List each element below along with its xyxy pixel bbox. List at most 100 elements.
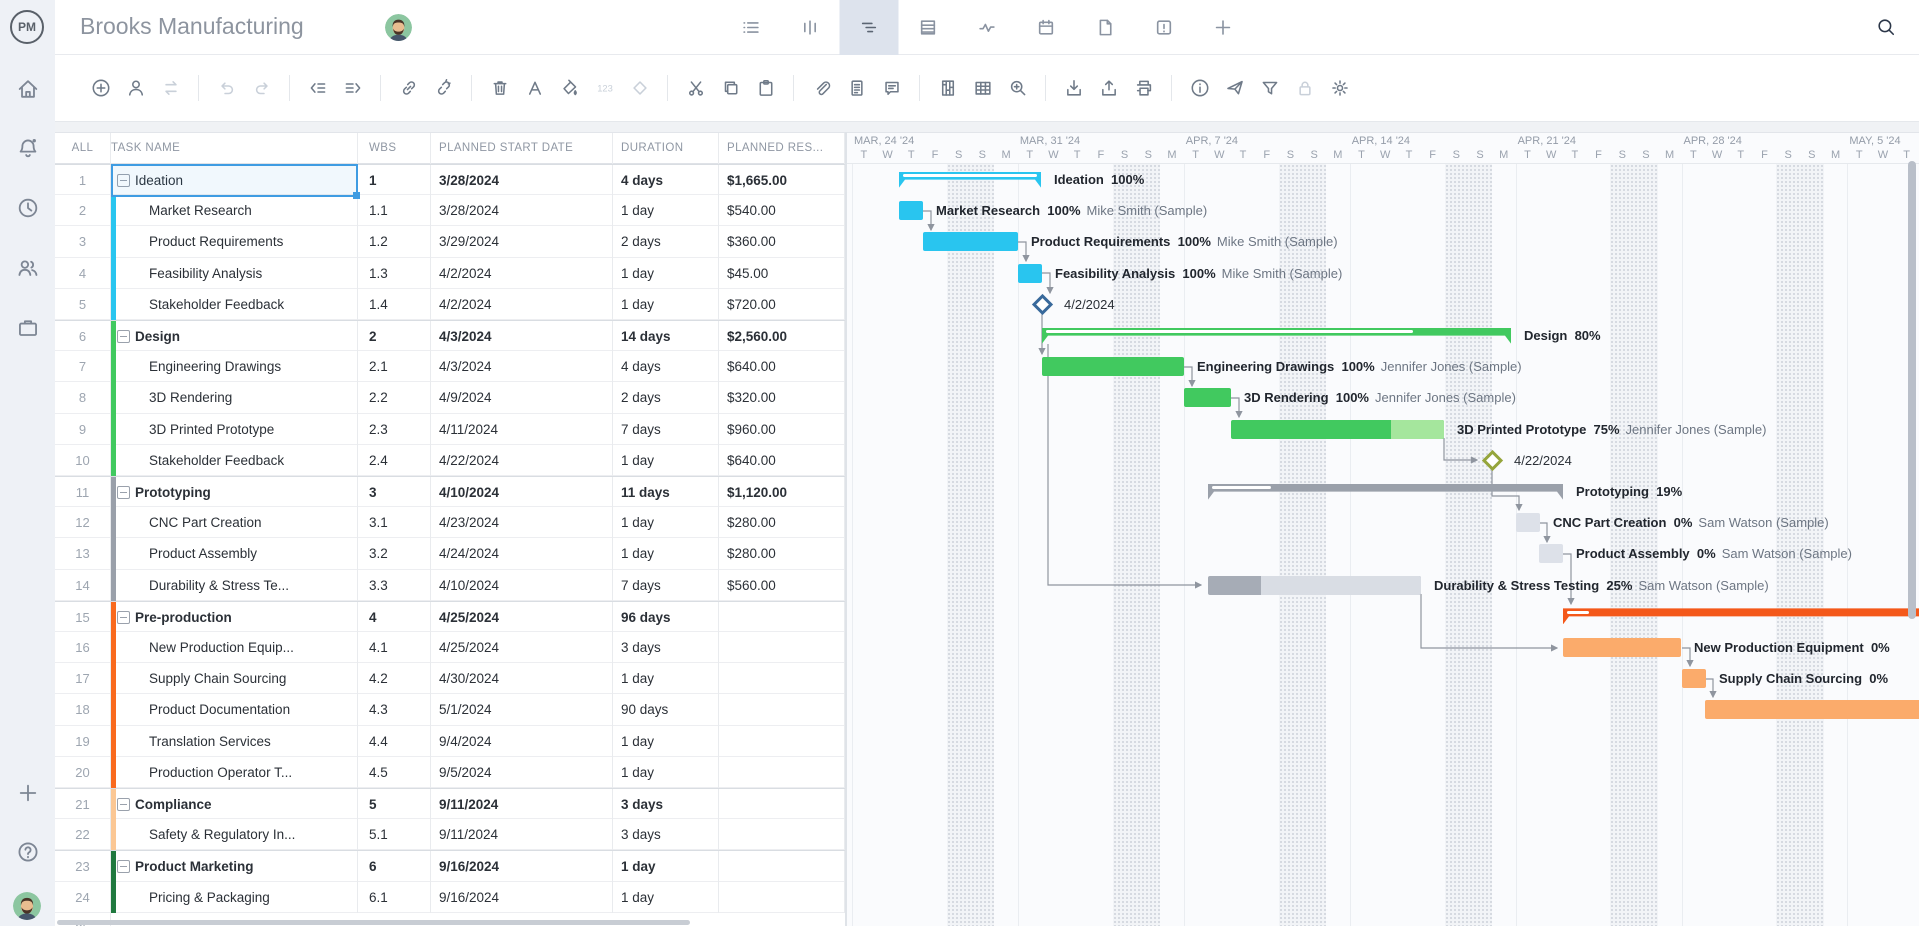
task-name-cell[interactable]: Design xyxy=(111,321,358,353)
res-cell[interactable]: $640.00 xyxy=(719,444,845,476)
res-cell[interactable] xyxy=(719,881,845,913)
tab-page-tab[interactable] xyxy=(1076,0,1135,55)
table-row[interactable]: 1 Ideation 1 3/28/2024 4 days $1,665.00 xyxy=(55,164,845,199)
wbs-cell[interactable]: 1.1 xyxy=(358,195,431,227)
sidebar-home-icon[interactable] xyxy=(15,76,41,102)
collapse-toggle[interactable] xyxy=(117,486,130,499)
sidebar-notifications-icon[interactable] xyxy=(15,135,41,161)
task-name-cell[interactable]: Feasibility Analysis xyxy=(111,257,358,289)
gantt-chart[interactable]: Ideation 100% Market Research 100% Mike Sm… xyxy=(847,164,1919,926)
task-name-cell[interactable]: Market Research xyxy=(111,195,358,227)
link-tasks-button[interactable] xyxy=(395,75,422,102)
dur-cell[interactable]: 3 days xyxy=(613,632,719,664)
wbs-cell[interactable]: 1 xyxy=(358,165,431,197)
res-cell[interactable]: $2,560.00 xyxy=(719,321,845,353)
res-cell[interactable] xyxy=(719,663,845,695)
res-cell[interactable] xyxy=(719,632,845,664)
dur-cell[interactable]: 14 days xyxy=(613,321,719,353)
gantt-task-bar[interactable] xyxy=(1208,575,1421,595)
table-row[interactable]: 20 Production Operator T... 4.5 9/5/2024 1 d… xyxy=(55,756,845,788)
sidebar-team-icon[interactable] xyxy=(15,255,41,281)
dur-cell[interactable]: 1 day xyxy=(613,444,719,476)
task-name-cell[interactable]: Compliance xyxy=(111,789,358,821)
table-row[interactable]: 7 Engineering Drawings 2.1 4/3/2024 4 days $6… xyxy=(55,351,845,383)
tab-calendar-tab[interactable] xyxy=(1017,0,1076,55)
tab-list-tab[interactable] xyxy=(722,0,781,55)
start-cell[interactable]: 4/2/2024 xyxy=(431,288,613,320)
column-header-task[interactable]: TASK NAME xyxy=(111,133,358,164)
start-cell[interactable]: 3/28/2024 xyxy=(431,195,613,227)
fill-color-button[interactable] xyxy=(556,75,583,102)
dur-cell[interactable]: 1 day xyxy=(613,851,719,883)
sidebar-recent-icon[interactable] xyxy=(15,195,41,221)
table-row[interactable]: 2 Market Research 1.1 3/28/2024 1 day $540.00 xyxy=(55,195,845,227)
dur-cell[interactable]: 2 days xyxy=(613,382,719,414)
dur-cell[interactable]: 1 day xyxy=(613,756,719,788)
wbs-cell[interactable]: 3.2 xyxy=(358,538,431,570)
sidebar-add-icon[interactable] xyxy=(15,780,41,806)
task-name-cell[interactable]: Product Assembly xyxy=(111,538,358,570)
outdent-button[interactable] xyxy=(304,75,331,102)
collapse-toggle[interactable] xyxy=(117,330,130,343)
tab-sheet-tab[interactable] xyxy=(899,0,958,55)
table-row[interactable]: 18 Product Documentation 4.3 5/1/2024 90 day… xyxy=(55,694,845,726)
share-button[interactable] xyxy=(1221,75,1248,102)
res-cell[interactable]: $640.00 xyxy=(719,351,845,383)
res-cell[interactable] xyxy=(719,756,845,788)
table-row[interactable]: 19 Translation Services 4.4 9/4/2024 1 day xyxy=(55,725,845,757)
task-name-cell[interactable]: Product Documentation xyxy=(111,694,358,726)
gantt-task-bar[interactable] xyxy=(1184,388,1231,408)
res-cell[interactable] xyxy=(719,694,845,726)
wbs-cell[interactable]: 3 xyxy=(358,477,431,509)
table-row[interactable]: 23 Product Marketing 6 9/16/2024 1 day xyxy=(55,850,845,883)
task-name-cell[interactable]: Durability & Stress Te... xyxy=(111,569,358,601)
res-cell[interactable]: $720.00 xyxy=(719,288,845,320)
dur-cell[interactable]: 1 day xyxy=(613,663,719,695)
wbs-cell[interactable]: 4 xyxy=(358,601,431,633)
table-row[interactable]: 12 CNC Part Creation 3.1 4/23/2024 1 day $280… xyxy=(55,507,845,539)
info-button[interactable] xyxy=(1186,75,1213,102)
wbs-cell[interactable]: 4.3 xyxy=(358,694,431,726)
wbs-cell[interactable]: 2.3 xyxy=(358,413,431,445)
start-cell[interactable]: 4/3/2024 xyxy=(431,321,613,353)
font-color-button[interactable] xyxy=(521,75,548,102)
wbs-cell[interactable]: 2 xyxy=(358,321,431,353)
start-cell[interactable]: 9/4/2024 xyxy=(431,725,613,757)
start-cell[interactable]: 5/1/2024 xyxy=(431,694,613,726)
task-name-cell[interactable]: 3D Rendering xyxy=(111,382,358,414)
task-name-cell[interactable]: Stakeholder Feedback xyxy=(111,444,358,476)
start-cell[interactable]: 4/2/2024 xyxy=(431,257,613,289)
wbs-cell[interactable]: 1.4 xyxy=(358,288,431,320)
columns-button[interactable] xyxy=(934,75,961,102)
table-row[interactable]: 22 Safety & Regulatory In... 5.1 9/11/2024 3… xyxy=(55,819,845,851)
dur-cell[interactable]: 4 days xyxy=(613,165,719,197)
copy-button[interactable] xyxy=(717,75,744,102)
settings-button[interactable] xyxy=(1326,75,1353,102)
wbs-cell[interactable]: 4.2 xyxy=(358,663,431,695)
wbs-cell[interactable]: 3.1 xyxy=(358,507,431,539)
selected-cell[interactable] xyxy=(111,164,360,199)
sidebar-portfolio-icon[interactable] xyxy=(15,315,41,341)
start-cell[interactable]: 4/11/2024 xyxy=(431,413,613,445)
zoom-in-button[interactable] xyxy=(1004,75,1031,102)
column-header-start[interactable]: PLANNED START DATE xyxy=(431,133,613,164)
task-name-cell[interactable]: Pre-production xyxy=(111,601,358,633)
tab-gantt-tab[interactable] xyxy=(839,0,899,55)
tab-add-tab[interactable] xyxy=(1194,0,1253,55)
table-row[interactable]: 17 Supply Chain Sourcing 4.2 4/30/2024 1 day xyxy=(55,663,845,695)
start-cell[interactable]: 4/9/2024 xyxy=(431,382,613,414)
res-cell[interactable]: $45.00 xyxy=(719,257,845,289)
res-cell[interactable]: $960.00 xyxy=(719,413,845,445)
res-cell[interactable] xyxy=(719,725,845,757)
grid-button[interactable] xyxy=(969,75,996,102)
res-cell[interactable]: $280.00 xyxy=(719,507,845,539)
dur-cell[interactable]: 1 day xyxy=(613,507,719,539)
attach-button[interactable] xyxy=(808,75,835,102)
task-name-cell[interactable]: Stakeholder Feedback xyxy=(111,288,358,320)
gantt-task-bar[interactable] xyxy=(1539,544,1563,564)
res-cell[interactable]: $320.00 xyxy=(719,382,845,414)
table-row[interactable]: 3 Product Requirements 1.2 3/29/2024 2 days $… xyxy=(55,226,845,258)
wbs-cell[interactable]: 1.3 xyxy=(358,257,431,289)
tab-alert-tab[interactable] xyxy=(1135,0,1194,55)
task-name-cell[interactable]: 3D Printed Prototype xyxy=(111,413,358,445)
